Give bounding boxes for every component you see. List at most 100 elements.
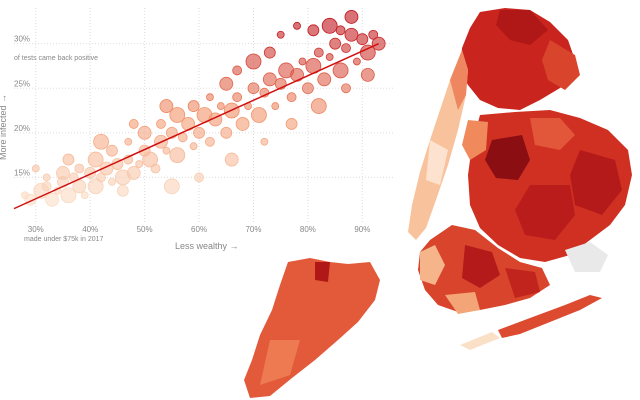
data-point bbox=[293, 21, 301, 30]
data-point bbox=[163, 178, 180, 195]
y-tick-label: 20% bbox=[14, 124, 30, 133]
x-tick-label: 30% bbox=[28, 225, 44, 234]
x-note: made under $75k in 2017 bbox=[24, 236, 103, 243]
data-point bbox=[251, 107, 267, 123]
data-point bbox=[360, 67, 375, 82]
map-bronx bbox=[460, 8, 575, 110]
data-point bbox=[329, 37, 342, 50]
data-point bbox=[193, 126, 205, 139]
data-point bbox=[341, 43, 351, 54]
data-point bbox=[368, 29, 379, 40]
data-point bbox=[321, 17, 338, 34]
data-point bbox=[216, 102, 225, 110]
data-point bbox=[187, 100, 200, 112]
y-tick-labels: 15% 20% 25% 30% bbox=[14, 35, 30, 178]
data-point bbox=[116, 184, 129, 197]
data-point bbox=[162, 146, 171, 155]
data-point bbox=[232, 65, 243, 76]
data-point bbox=[62, 153, 75, 166]
y-note: of tests came back positive bbox=[14, 55, 98, 62]
map-manhattan-mid bbox=[426, 140, 448, 185]
x-tick-label: 70% bbox=[245, 225, 261, 234]
chart-points bbox=[20, 10, 386, 207]
x-tick-label: 40% bbox=[82, 225, 98, 234]
data-point bbox=[341, 83, 351, 94]
data-point bbox=[41, 181, 52, 192]
map-brooklyn-west bbox=[420, 245, 445, 285]
data-point bbox=[150, 163, 161, 174]
data-point bbox=[159, 99, 174, 113]
data-point bbox=[276, 30, 285, 39]
x-tick-label: 60% bbox=[191, 225, 207, 234]
data-point bbox=[313, 47, 324, 58]
data-point bbox=[307, 24, 320, 37]
data-point bbox=[126, 166, 141, 180]
map-brooklyn-central bbox=[462, 245, 500, 288]
data-point bbox=[260, 137, 269, 146]
x-tick-labels: 30% 40% 50% 60% 70% 80% 90% bbox=[28, 225, 371, 234]
x-axis-label: Less wealthy → bbox=[175, 241, 239, 251]
data-point bbox=[263, 46, 276, 59]
data-point bbox=[87, 151, 104, 168]
map-bronx-north bbox=[496, 10, 548, 45]
data-point bbox=[31, 164, 40, 173]
data-point bbox=[332, 62, 349, 79]
map-queens-east bbox=[570, 150, 622, 215]
nyc-map bbox=[244, 8, 632, 398]
data-point bbox=[344, 10, 359, 24]
map-staten-north bbox=[315, 262, 330, 282]
data-point bbox=[285, 118, 298, 130]
y-tick-label: 25% bbox=[14, 79, 30, 88]
x-tick-label: 90% bbox=[354, 225, 370, 234]
data-point bbox=[87, 178, 104, 195]
data-point bbox=[194, 172, 204, 183]
data-point bbox=[286, 92, 297, 103]
data-point bbox=[344, 27, 359, 42]
map-brooklyn-south bbox=[445, 292, 480, 314]
map-rockaways bbox=[498, 295, 602, 338]
data-point bbox=[310, 98, 327, 114]
data-point bbox=[42, 173, 51, 182]
scatter-chart: 30% 40% 50% 60% 70% 80% 90% 15% 20% 25% 30% of te… bbox=[0, 8, 395, 251]
data-point bbox=[135, 160, 144, 168]
data-point bbox=[262, 72, 277, 87]
data-point bbox=[271, 102, 280, 110]
data-point bbox=[235, 117, 250, 131]
data-point bbox=[169, 107, 186, 123]
data-point bbox=[189, 142, 198, 151]
map-manhattan-upper bbox=[450, 50, 468, 110]
map-queens-corona bbox=[485, 135, 530, 180]
map-rockaways-tip bbox=[460, 332, 500, 350]
trend-line bbox=[13, 42, 379, 210]
data-point bbox=[106, 144, 118, 157]
data-point bbox=[45, 192, 59, 207]
data-point bbox=[356, 33, 369, 46]
y-tick-label: 30% bbox=[14, 35, 30, 44]
map-staten-south bbox=[260, 340, 300, 385]
map-jfk-airport bbox=[565, 242, 608, 272]
map-queens-north bbox=[530, 118, 575, 150]
map-queens-west bbox=[462, 120, 488, 160]
data-point bbox=[298, 57, 307, 66]
data-point bbox=[205, 136, 215, 147]
data-point bbox=[56, 166, 70, 180]
data-point bbox=[80, 191, 89, 200]
data-point bbox=[352, 57, 361, 66]
data-point bbox=[245, 53, 262, 70]
data-point bbox=[137, 125, 152, 140]
y-tick-label: 15% bbox=[14, 168, 30, 177]
data-point bbox=[128, 119, 139, 129]
data-point bbox=[108, 177, 116, 186]
data-point bbox=[224, 152, 239, 167]
data-point bbox=[142, 151, 158, 168]
data-point bbox=[206, 93, 214, 102]
data-point bbox=[232, 92, 243, 103]
data-point bbox=[169, 147, 186, 164]
data-point bbox=[60, 187, 77, 204]
data-point bbox=[93, 133, 109, 150]
data-point bbox=[325, 53, 334, 61]
map-brooklyn-east bbox=[505, 268, 540, 298]
map-queens-south bbox=[515, 185, 575, 240]
data-point bbox=[96, 172, 106, 183]
data-point bbox=[156, 119, 166, 129]
